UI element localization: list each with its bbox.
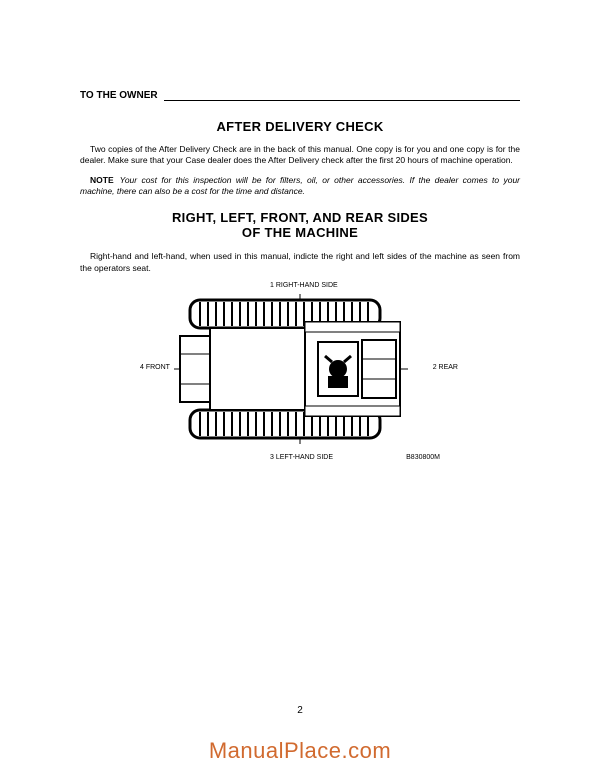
heading-sides-line1: RIGHT, LEFT, FRONT, AND REAR SIDES <box>80 210 520 226</box>
blade-icon <box>180 336 210 402</box>
diagram-label-top: 1 RIGHT-HAND SIDE <box>270 282 338 289</box>
note-body: Your cost for this inspection will be fo… <box>80 175 520 196</box>
para-sides: Right-hand and left-hand, when used in t… <box>80 251 520 274</box>
page-number: 2 <box>0 705 600 716</box>
watermark: ManualPlace.com <box>0 738 600 764</box>
owner-rule <box>164 91 520 101</box>
owner-label: TO THE OWNER <box>80 90 158 101</box>
engine-cover-icon <box>362 340 396 398</box>
para-after-delivery: Two copies of the After Delivery Check a… <box>80 144 520 167</box>
operator-icon <box>318 342 358 396</box>
diagram-label-left: 4 FRONT <box>140 364 170 371</box>
machine-diagram: 1 RIGHT-HAND SIDE 4 FRONT 2 REAR 3 LEFT-… <box>150 284 450 459</box>
note-label: NOTE <box>90 175 114 185</box>
diagram-label-bottom: 3 LEFT-HAND SIDE <box>270 454 333 461</box>
diagram-ref: B830800M <box>406 454 440 461</box>
heading-sides: RIGHT, LEFT, FRONT, AND REAR SIDES OF TH… <box>80 210 520 241</box>
note: NOTEYour cost for this inspection will b… <box>80 175 520 198</box>
diagram-label-right: 2 REAR <box>433 364 458 371</box>
owner-line: TO THE OWNER <box>80 90 520 101</box>
heading-after-delivery: AFTER DELIVERY CHECK <box>80 119 520 134</box>
heading-sides-line2: OF THE MACHINE <box>80 225 520 241</box>
machine-svg <box>150 284 450 454</box>
